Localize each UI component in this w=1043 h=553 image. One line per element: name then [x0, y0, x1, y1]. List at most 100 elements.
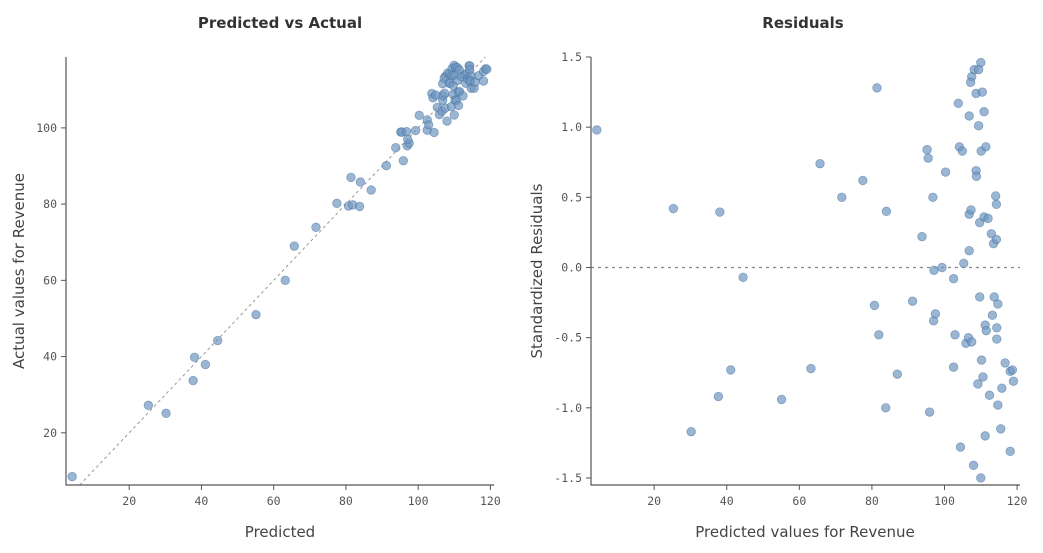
data-point: [923, 153, 933, 163]
data-point: [917, 231, 927, 242]
axis-lines: [65, 57, 494, 486]
data-point: [872, 83, 882, 93]
plot-title: Predicted vs Actual: [198, 14, 362, 32]
data-point: [726, 365, 736, 375]
data-point: [892, 369, 903, 379]
data-point: [453, 100, 464, 111]
data-point: [289, 241, 299, 251]
data-point: [713, 391, 724, 402]
data-point: [189, 352, 200, 363]
data-point: [987, 310, 998, 320]
data-point: [996, 424, 1006, 434]
data-point: [992, 323, 1002, 333]
data-point: [973, 379, 983, 389]
data-point: [992, 334, 1002, 344]
x-axis-label: Predicted values for Revenue: [695, 523, 914, 541]
y-tick-label: 80: [43, 197, 57, 211]
x-tick-label: 40: [195, 494, 209, 508]
data-point: [976, 57, 986, 68]
data-point: [402, 134, 413, 145]
data-point: [957, 146, 967, 156]
data-point: [738, 272, 748, 283]
data-point: [979, 107, 989, 117]
data-point: [414, 110, 424, 121]
data-point: [837, 192, 847, 203]
data-point: [381, 160, 392, 171]
data-point: [977, 87, 987, 97]
x-axis-label: Predicted: [245, 523, 315, 541]
data-point: [930, 309, 941, 319]
y-tick-label: 0.5: [561, 190, 582, 204]
x-tick-label: 100: [408, 494, 429, 508]
data-point: [1007, 365, 1018, 375]
data-point: [990, 191, 1001, 201]
data-point: [410, 125, 421, 136]
data-point: [391, 143, 401, 153]
data-point: [161, 408, 171, 419]
data-point: [881, 206, 892, 217]
data-point: [442, 116, 452, 126]
data-point: [966, 205, 976, 215]
data-point: [955, 442, 966, 452]
data-point: [981, 142, 991, 152]
data-point: [928, 192, 938, 203]
data-point: [806, 363, 816, 374]
data-point: [984, 390, 995, 400]
data-point: [967, 337, 977, 347]
x-tick-label: 80: [865, 494, 879, 508]
y-axis-label: Standardized Residuals: [528, 183, 546, 358]
y-axis-label: Actual values for Revenue: [10, 173, 28, 369]
data-point: [980, 431, 990, 441]
data-point: [815, 158, 825, 169]
data-point: [200, 359, 211, 370]
data-point: [964, 245, 974, 256]
data-point: [311, 222, 321, 233]
x-tick-label: 60: [792, 494, 806, 508]
data-point: [1005, 446, 1015, 457]
axis-lines: [590, 57, 1020, 486]
data-point: [976, 473, 986, 483]
x-tick-label: 20: [647, 494, 661, 508]
data-point: [212, 335, 223, 346]
data-point: [858, 175, 868, 186]
y-tick-label: 20: [43, 426, 57, 440]
data-point: [188, 375, 198, 386]
data-point: [948, 274, 959, 284]
y-tick-label: 0.0: [561, 260, 582, 274]
data-point: [398, 155, 409, 166]
data-point: [976, 355, 987, 365]
data-point: [937, 262, 947, 273]
data-point: [280, 275, 290, 286]
data-point: [881, 403, 891, 413]
data-point: [668, 203, 679, 214]
x-tick-label: 120: [480, 494, 501, 508]
y-tick-label: 60: [43, 273, 57, 287]
data-point: [983, 213, 993, 224]
data-point: [993, 299, 1003, 309]
y-tick-label: -1.0: [554, 401, 582, 415]
identity-reference-line: [79, 56, 486, 486]
data-point: [478, 76, 489, 86]
data-point: [366, 185, 376, 195]
x-tick-label: 40: [720, 494, 734, 508]
plot-title: Residuals: [762, 14, 843, 32]
data-point: [869, 300, 880, 311]
data-point: [482, 64, 492, 74]
data-point: [950, 330, 960, 340]
x-tick-label: 60: [267, 494, 281, 508]
x-tick-label: 20: [122, 494, 136, 508]
data-point: [592, 125, 602, 135]
data-point: [439, 88, 450, 98]
data-point: [968, 460, 979, 471]
data-point: [959, 258, 969, 268]
residuals-plot: Residuals Predicted values for Revenue S…: [528, 14, 1028, 541]
data-point: [429, 127, 439, 138]
y-tick-label: 40: [43, 350, 57, 364]
data-point: [1000, 358, 1010, 368]
data-point: [401, 126, 412, 137]
data-point: [991, 234, 1002, 245]
data-point: [67, 471, 77, 482]
y-tick-label: -1.5: [554, 471, 582, 485]
x-tick-label: 120: [1007, 494, 1028, 508]
predicted-vs-actual-plot: Predicted vs Actual Predicted Actual val…: [10, 14, 501, 541]
